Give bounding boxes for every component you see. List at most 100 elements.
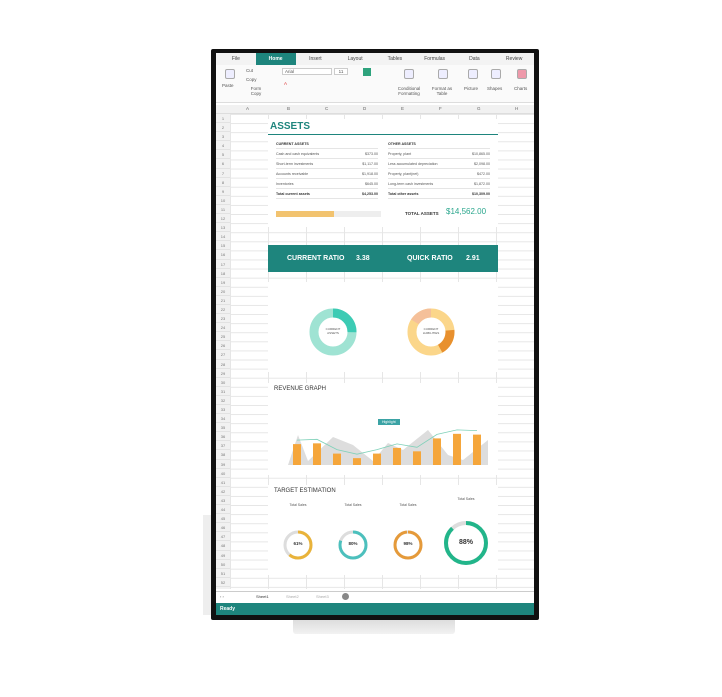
sheet-tab-1[interactable]: Sheet1 [256,594,269,599]
col-g[interactable]: G [477,106,481,111]
row-header[interactable]: 20 [216,287,230,296]
target-label: Total Sales [344,503,362,507]
tab-file[interactable]: File [231,56,240,62]
row-header[interactable]: 4 [216,141,230,151]
current-liabilities-center-label: CURRENT LIABILITIES [422,327,440,335]
row-header[interactable]: 13 [216,223,230,233]
table-row: Property, plant $10,865.00 [388,149,490,159]
format-copy-button[interactable]: Form Copy [250,86,262,96]
font-select[interactable]: Arial [282,68,332,75]
row-header[interactable]: 21 [216,296,230,305]
total-assets-label: TOTAL ASSETS [405,211,439,216]
charts-button[interactable]: Charts [514,86,528,91]
row-header[interactable]: 23 [216,314,230,324]
row-header[interactable]: 33 [216,405,230,415]
row-header[interactable]: 22 [216,305,230,315]
add-sheet-icon[interactable] [342,593,349,600]
row-header[interactable]: 25 [216,332,230,342]
align-middle-button[interactable] [363,68,371,76]
col-e[interactable]: E [401,106,405,111]
col-c[interactable]: C [325,106,329,111]
row-header[interactable]: 3 [216,132,230,142]
row-header[interactable]: 18 [216,269,230,278]
sheet-nav-arrows[interactable]: ‹ › [220,594,224,599]
assets-title: ASSETS [268,119,498,135]
target-title: TARGET ESTIMATION [274,488,336,494]
font-color-button[interactable]: A [284,81,288,86]
cut-button[interactable]: Cut [246,68,254,73]
picture-button[interactable]: Picture [464,86,479,91]
col-h[interactable]: H [515,106,519,111]
row-header[interactable]: 9 [216,187,230,196]
tab-tables[interactable]: Tables [387,56,403,62]
current-assets-donut [309,308,357,356]
col-d[interactable]: D [363,106,367,111]
row-header[interactable]: 26 [216,341,230,351]
row-header[interactable]: 29 [216,369,230,378]
row-header[interactable]: 38 [216,450,230,460]
conditional-formatting-button[interactable]: Conditional Formatting [397,86,421,96]
tab-review[interactable]: Review [505,56,523,62]
sheet-tab-3[interactable]: Sheet3 [316,594,329,599]
row-header[interactable]: 5 [216,150,230,160]
row-header[interactable]: 42 [216,487,230,496]
row-header[interactable]: 30 [216,378,230,387]
row-header[interactable]: 16 [216,250,230,260]
row-header[interactable]: 14 [216,232,230,242]
row-header[interactable]: 44 [216,505,230,515]
row-header[interactable]: 2 [216,123,230,133]
tab-insert[interactable]: Insert [309,56,322,62]
row-header[interactable]: 50 [216,560,230,569]
row-header[interactable]: 49 [216,551,230,560]
ribbon-tabs: File Home Insert Layout Tables Formulas … [216,53,534,65]
row-header[interactable]: 52 [216,578,230,587]
row-header[interactable]: 51 [216,569,230,578]
tab-formulas[interactable]: Formulas [424,56,446,62]
row-header[interactable]: 17 [216,260,230,269]
revenue-bar [433,438,441,465]
row-header[interactable]: 32 [216,396,230,405]
row-header[interactable]: 8 [216,178,230,187]
ribbon: Paste Cut Copy Form Copy Arial 11 A Cond… [216,65,534,103]
format-table-button[interactable]: Format as Table [431,86,453,96]
current-liabilities-donut [407,308,455,356]
row-header[interactable]: 47 [216,532,230,542]
row-header[interactable]: 7 [216,169,230,178]
tab-home[interactable]: Home [255,53,296,65]
revenue-bar [473,434,481,465]
shapes-button[interactable]: Shapes [487,86,503,91]
paste-button[interactable]: Paste [222,83,234,88]
row-header[interactable]: 35 [216,423,230,433]
row-header[interactable]: 37 [216,441,230,451]
row-header[interactable]: 34 [216,414,230,424]
row-header[interactable]: 10 [216,196,230,205]
row-header[interactable]: 19 [216,278,230,287]
table-row: Total current assets $4,253.00 [276,189,378,199]
row-header[interactable]: 31 [216,387,230,396]
row-header[interactable]: 11 [216,205,230,215]
row-header[interactable]: 28 [216,360,230,369]
row-header[interactable]: 27 [216,350,230,360]
row-header[interactable]: 1 [216,114,230,124]
row-header[interactable]: 12 [216,214,230,224]
row-header[interactable]: 48 [216,541,230,551]
font-size-select[interactable]: 11 [334,68,348,75]
row-header[interactable]: 43 [216,496,230,506]
row-header[interactable]: 41 [216,478,230,487]
col-b[interactable]: B [287,106,291,111]
row-header[interactable]: 6 [216,159,230,169]
row-header[interactable]: 40 [216,469,230,478]
tab-layout[interactable]: Layout [347,56,363,62]
row-header[interactable]: 46 [216,523,230,533]
copy-button[interactable]: Copy [246,77,257,82]
row-header[interactable]: 36 [216,432,230,442]
revenue-bar [413,451,421,465]
sheet-tab-2[interactable]: Sheet2 [286,594,299,599]
col-a[interactable]: A [246,106,250,111]
row-header[interactable]: 15 [216,241,230,251]
tab-data[interactable]: Data [469,56,480,62]
row-header[interactable]: 24 [216,323,230,333]
row-header[interactable]: 39 [216,460,230,469]
col-f[interactable]: F [439,106,442,111]
row-header[interactable]: 45 [216,514,230,524]
